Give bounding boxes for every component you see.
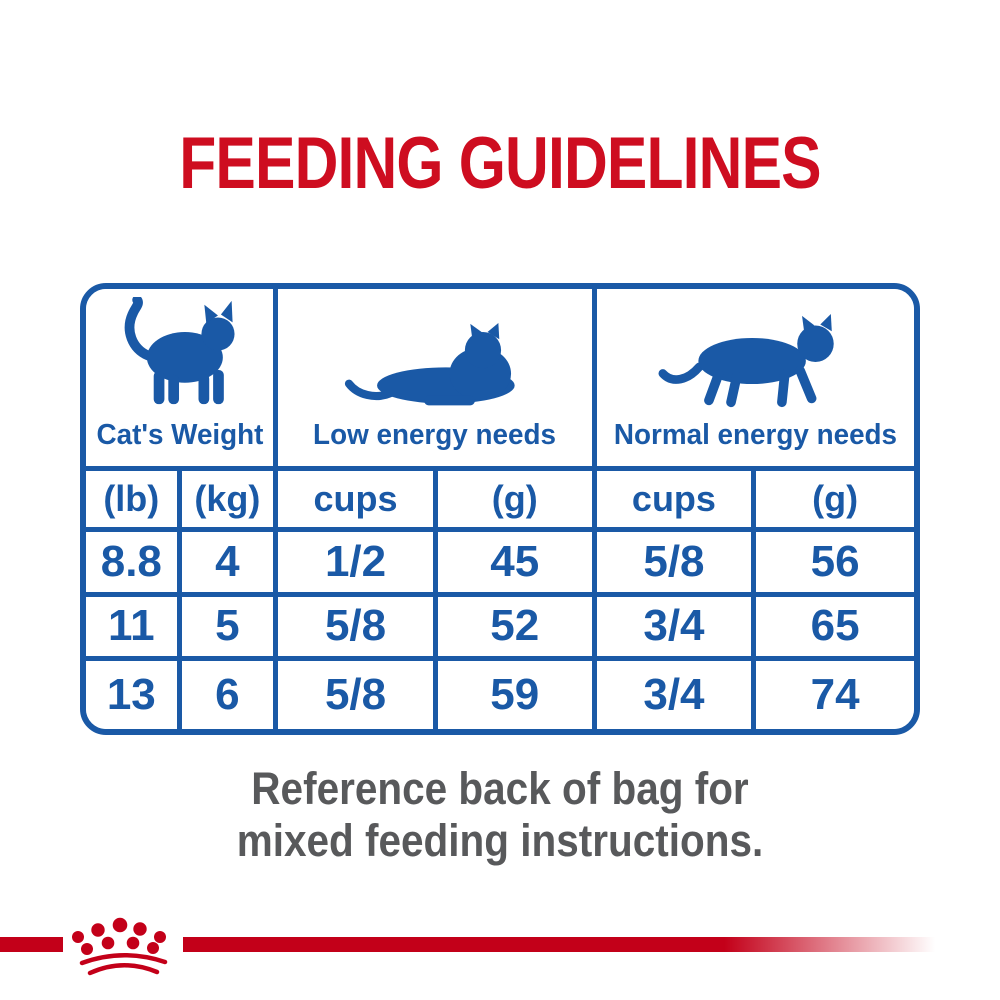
section-label: Cat's Weight xyxy=(96,419,264,452)
mixed-feeding-note: Reference back of bag for mixed feeding … xyxy=(50,763,950,867)
section-label: Low energy needs xyxy=(313,419,557,452)
standing-cat-icon xyxy=(124,297,235,405)
cell-g-normal: 56 xyxy=(756,532,914,597)
cell-cups-low: 1/2 xyxy=(278,532,438,597)
cell-cups-normal: 3/4 xyxy=(596,660,757,729)
note-line-2: mixed feeding instructions. xyxy=(236,815,764,866)
section-header-cats-weight: Cat's Weight xyxy=(86,289,279,472)
col-header-cups-low: cups xyxy=(278,471,438,533)
col-header-g-low: (g) xyxy=(437,471,597,533)
cell-g-low: 45 xyxy=(437,532,597,597)
lying-cat-icon xyxy=(344,323,515,406)
cell-kg: 4 xyxy=(181,532,279,597)
cell-cups-low: 5/8 xyxy=(278,660,438,729)
feeding-table: Cat's Weight Low energy needs xyxy=(80,283,920,735)
royal-canin-crown-icon xyxy=(72,917,168,976)
cell-cups-low: 5/8 xyxy=(278,596,438,661)
cell-cups-normal: 3/4 xyxy=(596,596,757,661)
walking-cat-iconwrap xyxy=(597,289,914,409)
cell-g-normal: 65 xyxy=(756,596,914,661)
cell-lb: 11 xyxy=(86,596,182,661)
cell-lb: 13 xyxy=(86,660,182,729)
col-header-cups-normal: cups xyxy=(596,471,757,533)
col-header-kg: (kg) xyxy=(181,471,279,533)
cell-g-low: 59 xyxy=(437,660,597,729)
section-label: Normal energy needs xyxy=(613,419,897,452)
cell-cups-normal: 5/8 xyxy=(596,532,757,597)
cell-lb: 8.8 xyxy=(86,532,182,597)
standing-cat-iconwrap xyxy=(86,289,273,409)
walking-cat-icon xyxy=(658,313,835,408)
col-header-g-normal: (g) xyxy=(756,471,914,533)
note-line-1: Reference back of bag for xyxy=(251,763,749,814)
ribbon-bar-right-fade xyxy=(183,937,935,952)
page-title: FEEDING GUIDELINES xyxy=(179,123,821,204)
lying-cat-iconwrap xyxy=(278,289,591,409)
cell-kg: 5 xyxy=(181,596,279,661)
section-header-normal-energy: Normal energy needs xyxy=(596,289,914,472)
cell-kg: 6 xyxy=(181,660,279,729)
col-header-lb: (lb) xyxy=(86,471,182,533)
ribbon-bar-left xyxy=(0,937,63,952)
section-header-low-energy: Low energy needs xyxy=(278,289,597,472)
cell-g-normal: 74 xyxy=(756,660,914,729)
cell-g-low: 52 xyxy=(437,596,597,661)
